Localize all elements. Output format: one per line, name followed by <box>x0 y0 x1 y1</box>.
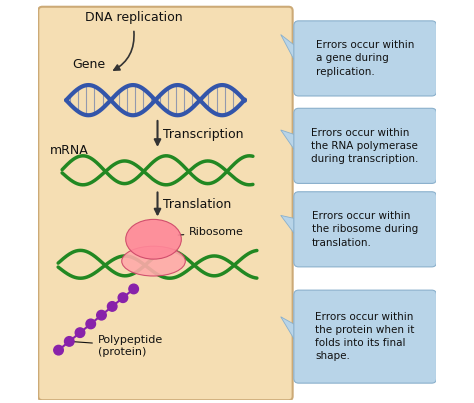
Text: Polypeptide
(protein): Polypeptide (protein) <box>72 335 163 357</box>
Text: DNA replication: DNA replication <box>85 10 182 24</box>
Circle shape <box>108 302 117 311</box>
Polygon shape <box>281 216 299 239</box>
FancyBboxPatch shape <box>294 290 437 383</box>
Polygon shape <box>281 317 299 347</box>
Ellipse shape <box>122 246 185 276</box>
FancyBboxPatch shape <box>294 192 437 267</box>
Text: Errors occur within
a gene during
replication.: Errors occur within a gene during replic… <box>316 40 414 77</box>
Circle shape <box>75 328 85 337</box>
FancyBboxPatch shape <box>294 21 437 96</box>
Polygon shape <box>281 35 299 69</box>
Circle shape <box>64 337 74 346</box>
Circle shape <box>118 293 128 302</box>
Circle shape <box>54 345 64 355</box>
Text: Gene: Gene <box>72 58 105 71</box>
Circle shape <box>97 310 106 320</box>
FancyBboxPatch shape <box>38 7 292 400</box>
Text: Translation: Translation <box>164 198 232 211</box>
FancyBboxPatch shape <box>294 108 437 183</box>
Polygon shape <box>281 130 299 156</box>
Circle shape <box>129 284 138 294</box>
Text: Errors occur within
the protein when it
folds into its final
shape.: Errors occur within the protein when it … <box>316 312 415 361</box>
Text: Ribosome: Ribosome <box>178 227 244 237</box>
Circle shape <box>86 319 95 329</box>
Text: Errors occur within
the ribosome during
translation.: Errors occur within the ribosome during … <box>312 211 418 247</box>
Text: Transcription: Transcription <box>164 128 244 141</box>
Text: Errors occur within
the RNA polymerase
during transcription.: Errors occur within the RNA polymerase d… <box>311 128 419 164</box>
Ellipse shape <box>126 219 182 259</box>
Text: mRNA: mRNA <box>50 144 89 157</box>
